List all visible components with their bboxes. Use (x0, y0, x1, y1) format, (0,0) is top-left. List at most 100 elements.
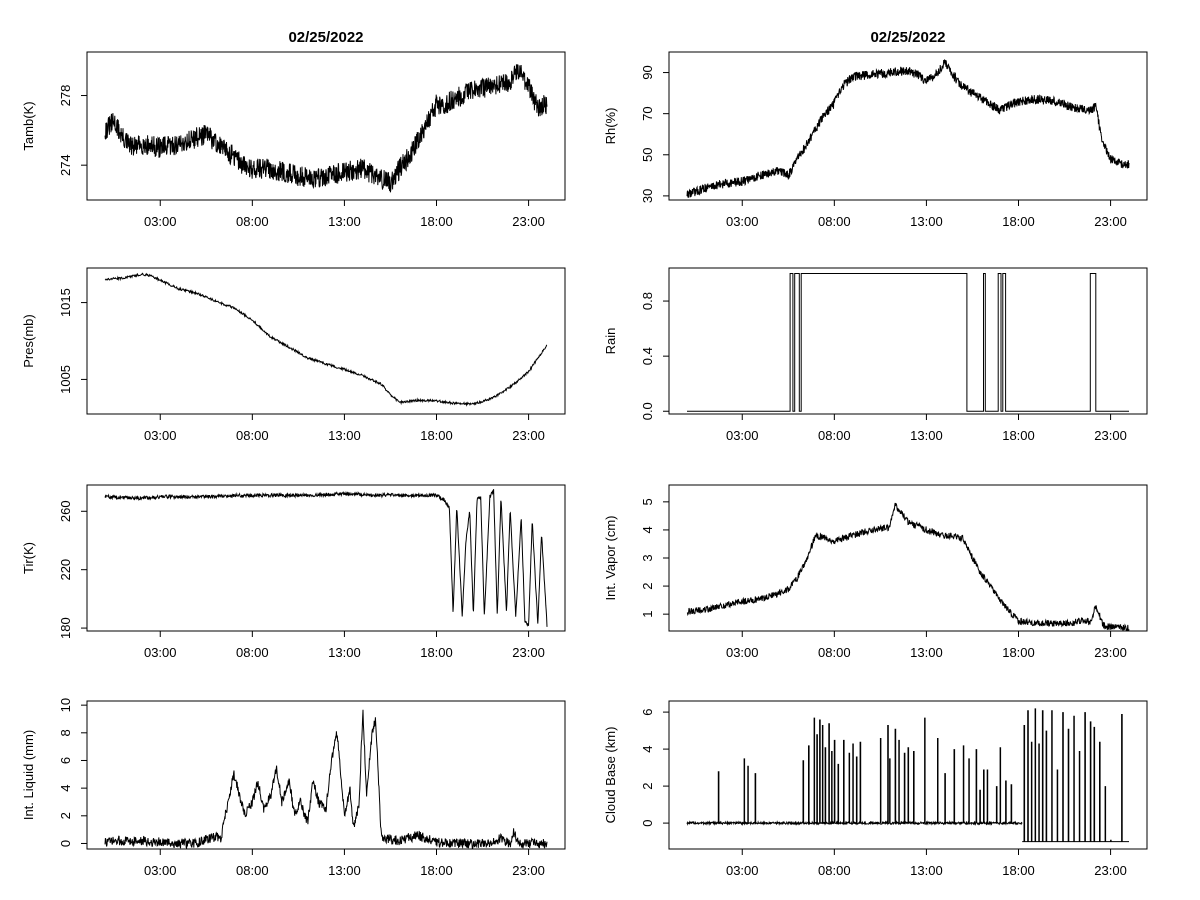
x-tick-label: 23:00 (512, 863, 545, 878)
y-tick-label: 90 (640, 65, 655, 79)
plot-frame (86, 700, 566, 850)
x-tick-label: 18:00 (420, 863, 453, 878)
plot-frame (86, 484, 566, 632)
x-tick-label: 13:00 (910, 863, 943, 878)
plot-frame (668, 700, 1148, 850)
y-tick-label: 1005 (58, 365, 73, 394)
x-tick-label: 18:00 (420, 428, 453, 443)
x-tick-label: 03:00 (726, 214, 759, 229)
y-tick-label: 0 (58, 840, 73, 847)
x-tick-label: 13:00 (910, 214, 943, 229)
y-tick-label: 5 (640, 498, 655, 505)
x-tick-label: 08:00 (236, 863, 269, 878)
x-tick-label: 08:00 (818, 214, 851, 229)
x-tick-label: 08:00 (236, 645, 269, 660)
y-axis-label: Rh(%) (603, 108, 618, 145)
x-tick-label: 13:00 (328, 428, 361, 443)
chart-panel-4: Rain 03:00 08:00 13:00 18:00 23:00 0.0 0.4 0.8 (603, 267, 1148, 443)
x-tick-label: 18:00 (1002, 214, 1035, 229)
plot-frame (668, 267, 1148, 415)
chart-panel-3: Pres(mb) 03:00 08:00 13:00 18:00 23:00 1005 101… (21, 267, 566, 443)
y-tick-label: 2 (640, 782, 655, 789)
y-tick-label: 8 (58, 729, 73, 736)
y-tick-label: 50 (640, 148, 655, 162)
x-tick-label: 13:00 (910, 428, 943, 443)
x-tick-label: 08:00 (236, 428, 269, 443)
x-tick-label: 03:00 (726, 863, 759, 878)
y-tick-label: 4 (640, 526, 655, 533)
series-line (686, 502, 1130, 631)
x-tick-label: 13:00 (328, 214, 361, 229)
chart-panel-1: 02/25/2022 Tamb(K) 03:00 08:00 13:00 18:00 23:… (21, 29, 566, 229)
y-tick-label: 0.8 (640, 292, 655, 310)
series-line (104, 64, 548, 193)
series-line (687, 273, 1129, 412)
x-tick-label: 13:00 (328, 863, 361, 878)
chart-panel-6: Int. Vapor (cm) 03:00 08:00 13:00 18:00 23:00… (603, 484, 1148, 660)
y-tick-label: 2 (640, 582, 655, 589)
x-tick-label: 23:00 (1094, 645, 1127, 660)
y-tick-label: 180 (58, 617, 73, 639)
y-axis-label: Pres(mb) (21, 314, 36, 367)
x-tick-label: 13:00 (910, 645, 943, 660)
x-tick-label: 23:00 (1094, 428, 1127, 443)
y-axis-label: Int. Vapor (cm) (603, 515, 618, 600)
x-tick-label: 03:00 (144, 645, 177, 660)
chart-title: 02/25/2022 (288, 29, 363, 46)
x-tick-label: 08:00 (236, 214, 269, 229)
x-tick-label: 18:00 (420, 214, 453, 229)
x-tick-label: 23:00 (512, 645, 545, 660)
x-tick-label: 03:00 (726, 645, 759, 660)
x-tick-label: 03:00 (726, 428, 759, 443)
series-line (686, 708, 1129, 843)
y-tick-label: 220 (58, 559, 73, 581)
y-tick-label: 3 (640, 554, 655, 561)
y-tick-label: 10 (58, 698, 73, 712)
chart-panel-5: Tir(K) 03:00 08:00 13:00 18:00 23:00 180 220 260 (21, 484, 566, 660)
chart-panel-7: Int. Liquid (mm) 03:00 08:00 13:00 18:00 23:0… (21, 698, 566, 878)
series-line (104, 709, 548, 849)
plot-frame (86, 267, 566, 415)
chart-title: 02/25/2022 (870, 29, 945, 46)
chart-panel-2: 02/25/2022 Rh(%) 03:00 08:00 13:00 18:00 23:00… (603, 29, 1148, 229)
y-tick-label: 1 (640, 611, 655, 618)
x-tick-label: 03:00 (144, 863, 177, 878)
plot-frame (668, 51, 1148, 201)
x-tick-label: 03:00 (144, 428, 177, 443)
y-axis-label: Tir(K) (21, 542, 36, 574)
x-tick-label: 03:00 (144, 214, 177, 229)
x-tick-label: 18:00 (1002, 428, 1035, 443)
series-line (104, 489, 548, 627)
y-tick-label: 4 (640, 745, 655, 752)
x-tick-label: 13:00 (328, 645, 361, 660)
y-tick-label: 4 (58, 785, 73, 792)
y-axis-label: Int. Liquid (mm) (21, 730, 36, 820)
y-axis-label: Rain (603, 328, 618, 355)
x-tick-label: 08:00 (818, 428, 851, 443)
y-axis-label: Tamb(K) (21, 101, 36, 150)
y-tick-label: 2 (58, 812, 73, 819)
x-tick-label: 18:00 (420, 645, 453, 660)
x-tick-label: 18:00 (1002, 645, 1035, 660)
y-tick-label: 1015 (58, 288, 73, 317)
y-tick-label: 0.4 (640, 347, 655, 365)
y-tick-label: 260 (58, 500, 73, 522)
series-line (686, 59, 1130, 198)
series-line (104, 272, 548, 407)
chart-panel-8: Cloud Base (km) 03:00 08:00 13:00 18:00 23:00… (603, 700, 1148, 878)
y-tick-label: 278 (58, 85, 73, 107)
y-tick-label: 0.0 (640, 402, 655, 420)
y-tick-label: 274 (58, 154, 73, 176)
x-tick-label: 23:00 (1094, 863, 1127, 878)
x-tick-label: 08:00 (818, 863, 851, 878)
y-tick-label: 30 (640, 189, 655, 203)
y-tick-label: 0 (640, 819, 655, 826)
x-tick-label: 08:00 (818, 645, 851, 660)
plot-frame (668, 484, 1148, 632)
y-axis-label: Cloud Base (km) (603, 727, 618, 824)
x-tick-label: 18:00 (1002, 863, 1035, 878)
y-tick-label: 6 (58, 757, 73, 764)
y-tick-label: 70 (640, 106, 655, 120)
plot-frame (86, 51, 566, 201)
